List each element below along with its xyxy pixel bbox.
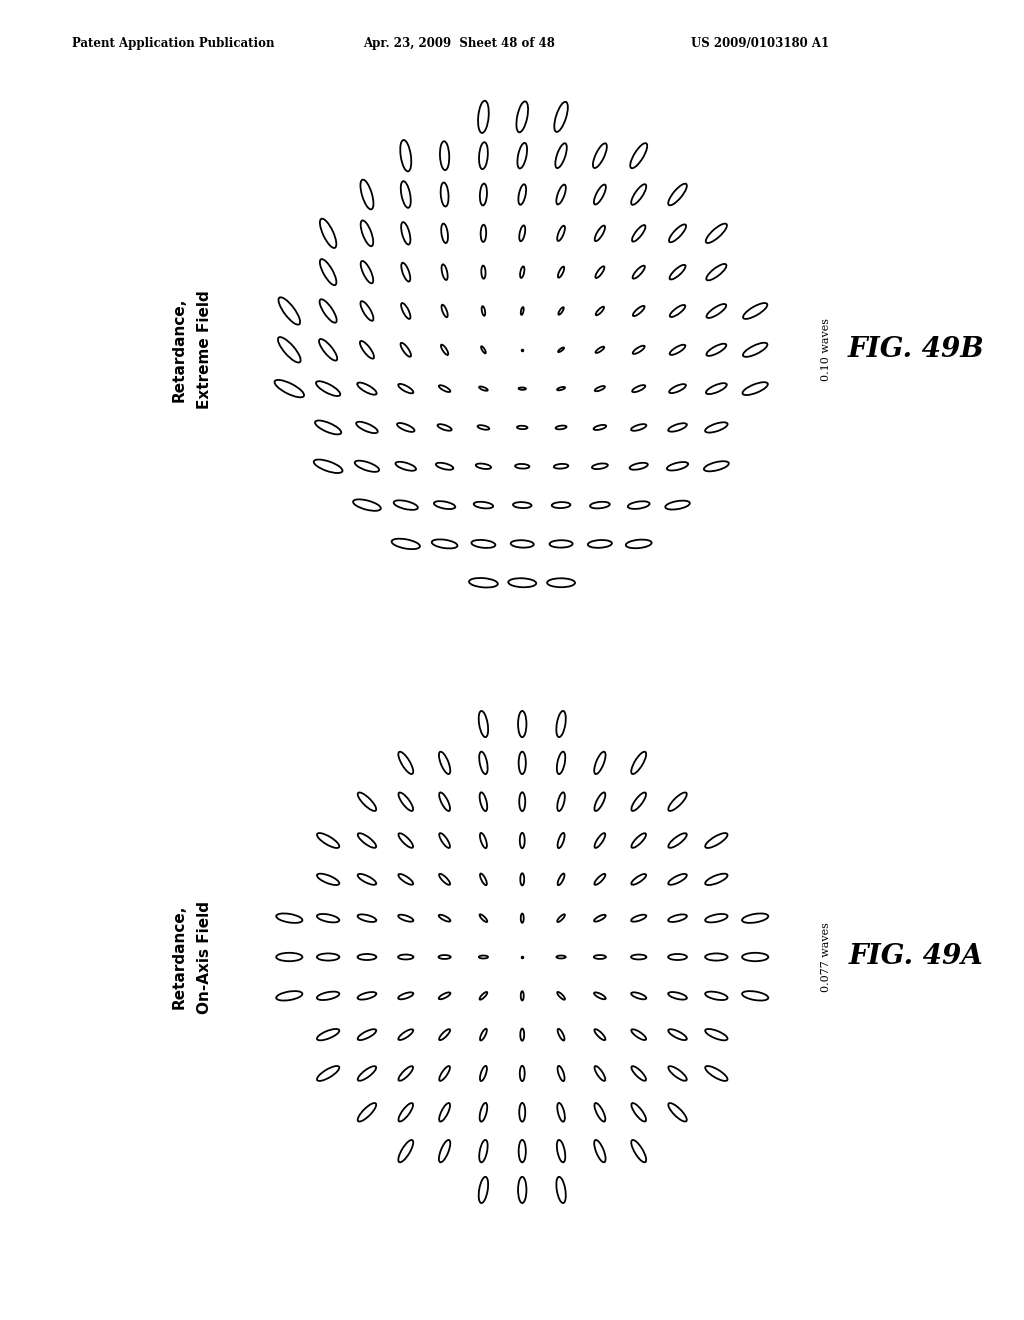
- Text: On-Axis Field: On-Axis Field: [198, 900, 212, 1014]
- Text: Patent Application Publication: Patent Application Publication: [72, 37, 274, 50]
- Text: FIG. 49A: FIG. 49A: [849, 944, 984, 970]
- Text: US 2009/0103180 A1: US 2009/0103180 A1: [691, 37, 829, 50]
- Text: Retardance,: Retardance,: [172, 297, 186, 403]
- Text: Retardance,: Retardance,: [172, 904, 186, 1010]
- Text: FIG. 49B: FIG. 49B: [848, 337, 985, 363]
- Text: 0.10 waves: 0.10 waves: [821, 318, 831, 381]
- Text: Apr. 23, 2009  Sheet 48 of 48: Apr. 23, 2009 Sheet 48 of 48: [364, 37, 555, 50]
- Text: Extreme Field: Extreme Field: [198, 290, 212, 409]
- Text: 0.077 waves: 0.077 waves: [821, 923, 831, 991]
